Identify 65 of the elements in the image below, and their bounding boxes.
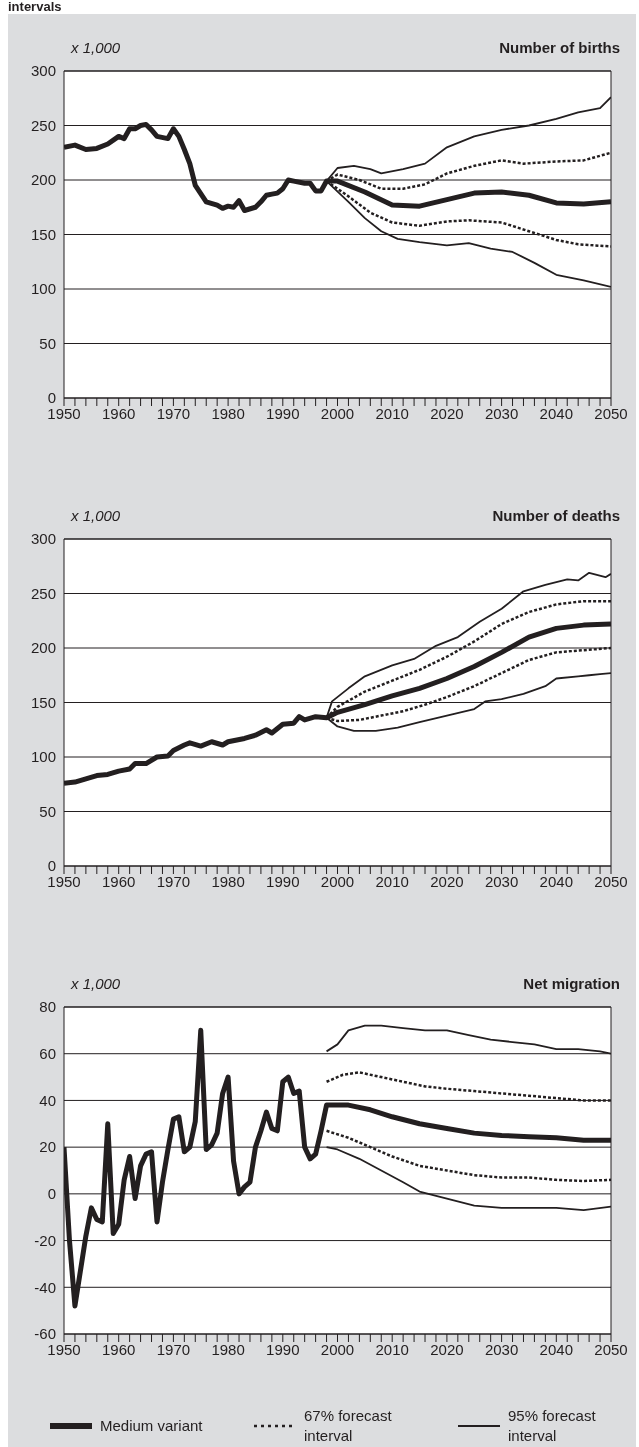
x-tick-label: 2000 — [320, 872, 355, 890]
y-tick-label: 50 — [39, 334, 56, 352]
x-tick-label: 2020 — [430, 404, 464, 422]
x-tick-label: 1970 — [156, 404, 191, 422]
y-tick-label: 250 — [30, 584, 56, 602]
y-tick-label: 0 — [47, 389, 56, 407]
x-tick-label: 1970 — [156, 1340, 191, 1358]
legend-label: Medium variant — [100, 1416, 204, 1436]
y-tick-label: 50 — [39, 802, 56, 820]
x-tick-label: 1990 — [266, 404, 300, 422]
x-tick-label: 2040 — [539, 1340, 573, 1358]
x-tick-label: 1950 — [47, 872, 81, 890]
x-tick-label: 1960 — [102, 404, 136, 422]
x-tick-label: 1970 — [156, 872, 191, 890]
y-tick-label: 80 — [39, 998, 56, 1016]
x-tick-label: 2020 — [430, 1340, 464, 1358]
y-axis-title: x 1,000 — [71, 39, 121, 56]
x-tick-label: 2010 — [375, 404, 409, 422]
y-tick-label: -40 — [34, 1278, 56, 1296]
y-tick-label: -60 — [34, 1325, 56, 1343]
x-tick-label: 1990 — [266, 872, 300, 890]
y-tick-label: 150 — [30, 225, 56, 243]
x-tick-label: 2010 — [375, 1340, 409, 1358]
y-tick-label: 60 — [39, 1045, 56, 1063]
legend-label: 95% forecast interval — [508, 1406, 597, 1446]
x-tick-label: 2040 — [539, 404, 573, 422]
x-tick-label: 2040 — [539, 872, 573, 890]
x-tick-label: 2030 — [484, 1340, 519, 1358]
x-tick-label: 1980 — [211, 1340, 245, 1358]
x-tick-label: 2020 — [430, 872, 464, 890]
chart-title: Net migration — [523, 975, 620, 992]
y-tick-label: 250 — [30, 116, 56, 134]
x-tick-label: 1980 — [211, 872, 245, 890]
y-tick-label: 200 — [30, 639, 56, 657]
x-tick-label: 2050 — [594, 872, 628, 890]
y-tick-label: 0 — [47, 1185, 56, 1203]
x-tick-label: 1980 — [211, 404, 245, 422]
y-tick-label: 300 — [30, 62, 56, 80]
x-tick-label: 2030 — [484, 404, 519, 422]
y-tick-label: 20 — [39, 1138, 56, 1156]
y-tick-label: 200 — [30, 171, 56, 189]
y-tick-label: 100 — [30, 280, 56, 298]
y-tick-label: 150 — [30, 693, 56, 711]
y-tick-label: 0 — [47, 857, 56, 875]
x-tick-label: 1960 — [102, 872, 136, 890]
y-tick-label: -20 — [34, 1231, 56, 1249]
x-tick-label: 2050 — [594, 1340, 628, 1358]
y-axis-title: x 1,000 — [71, 975, 121, 992]
x-tick-label: 1950 — [47, 1340, 81, 1358]
x-tick-label: 2010 — [375, 872, 409, 890]
y-tick-label: 40 — [39, 1091, 56, 1109]
chart-title: Number of deaths — [492, 507, 620, 524]
x-tick-label: 2030 — [484, 872, 519, 890]
y-tick-label: 100 — [30, 748, 56, 766]
x-tick-label: 2000 — [320, 1340, 355, 1358]
x-tick-label: 1990 — [266, 1340, 300, 1358]
x-tick-label: 1960 — [102, 1340, 136, 1358]
x-tick-label: 2000 — [320, 404, 355, 422]
chart-title: Number of births — [499, 39, 620, 56]
x-tick-label: 1950 — [47, 404, 81, 422]
y-tick-label: 300 — [30, 530, 56, 548]
x-tick-label: 2050 — [594, 404, 628, 422]
y-axis-title: x 1,000 — [71, 507, 121, 524]
text: intervals — [8, 0, 63, 14]
legend-label: 67% forecast interval — [304, 1406, 393, 1446]
